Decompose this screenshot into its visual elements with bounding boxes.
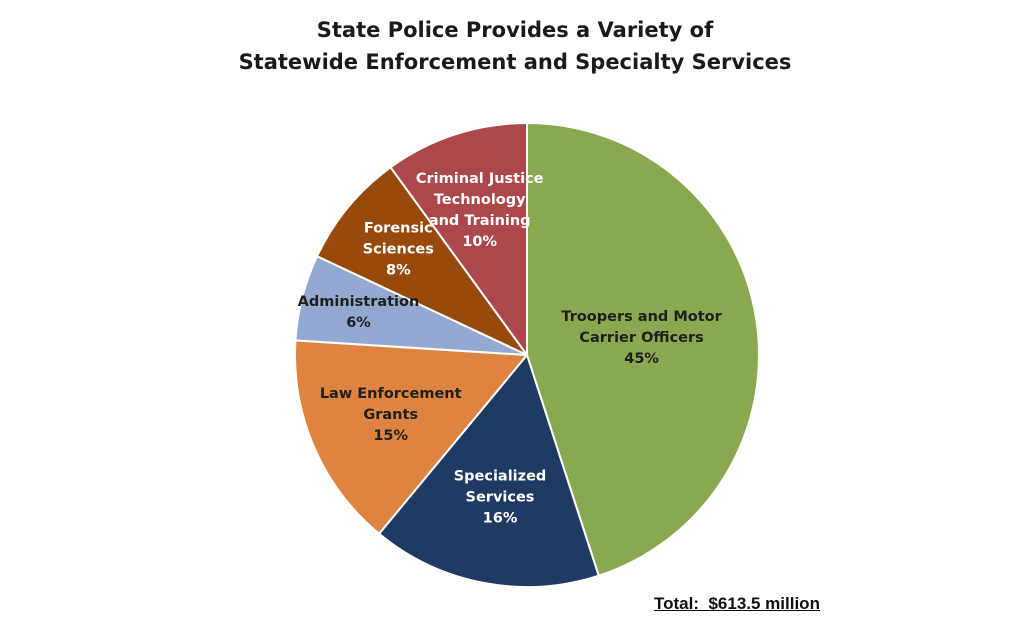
pie-label-line: Carrier Officers [579, 330, 703, 346]
chart-title: State Police Provides a Variety of State… [0, 14, 1030, 78]
pie-label-value: 10% [462, 234, 497, 250]
pie-label-law-enforcement-grants: Law Enforcement Grants 15% [320, 386, 462, 444]
pie-label-line: Grants [363, 407, 418, 423]
pie-label-value: 8% [386, 263, 411, 279]
chart-title-line-2: Statewide Enforcement and Specialty Serv… [238, 50, 792, 74]
pie-label-criminal-justice-technology-and-training: Criminal Justice Technology and Training 10… [416, 171, 544, 250]
pie-label-line: Law Enforcement [320, 386, 462, 402]
pie-label-line: Sciences [363, 242, 434, 258]
pie-slice-criminal-justice-technology-and-training [389, 122, 528, 356]
pie-label-line: Troopers and Motor [561, 309, 722, 325]
pie-label-specialized-services: Specialized Services 16% [454, 468, 547, 526]
pie-label-line: Forensic [364, 221, 433, 237]
pie-labels: Troopers and Motor Carrier Officers 45% Spe… [298, 171, 723, 526]
pie-slice-forensic-sciences [316, 166, 528, 356]
pie-label-value: 16% [483, 510, 518, 526]
chart-title-line-1: State Police Provides a Variety of [316, 18, 714, 42]
pie-label-line: Administration [298, 294, 420, 310]
pie-label-administration: Administration 6% [298, 294, 420, 331]
pie-slice-specialized-services [378, 354, 600, 589]
pie-slice-law-enforcement-grants [294, 339, 528, 535]
pie-slice-troopers-and-motor-carrier-officers [526, 122, 761, 577]
pie-label-line: Specialized [454, 468, 547, 484]
pie-label-value: 15% [373, 428, 408, 444]
pie-label-forensic-sciences: Forensic Sciences 8% [363, 221, 434, 279]
pie-label-line: Criminal Justice [416, 171, 544, 187]
pie-label-troopers-and-motor-carrier-officers: Troopers and Motor Carrier Officers 45% [561, 309, 722, 367]
pie-label-value: 45% [624, 351, 659, 367]
pie-label-value: 6% [346, 315, 371, 331]
pie-slices [294, 122, 761, 589]
pie-label-line: Services [466, 489, 535, 505]
pie-label-line: and Training [429, 213, 531, 229]
total-note: Total: $613.5 million [654, 594, 820, 613]
pie-label-line: Technology [434, 192, 526, 208]
